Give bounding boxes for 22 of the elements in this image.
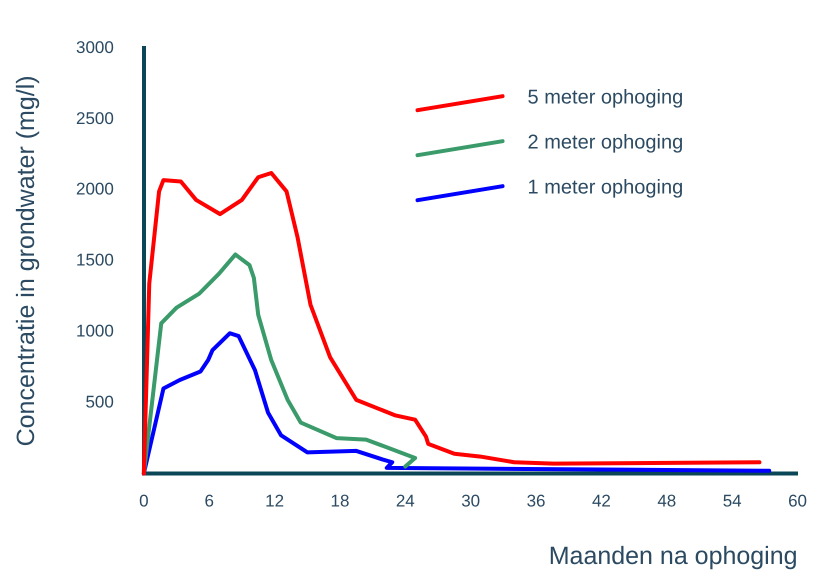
x-tick-label: 0 [139, 491, 149, 510]
y-tick-label: 2000 [76, 180, 114, 199]
x-tick-label: 48 [657, 491, 676, 510]
x-tick-label: 24 [396, 491, 415, 510]
y-axis-title: Concentratie in grondwater (mg/l) [12, 75, 40, 446]
x-tick-label: 6 [204, 491, 214, 510]
y-tick-label: 500 [85, 392, 114, 412]
y-tick-label: 1000 [76, 321, 114, 340]
x-tick-label: 60 [788, 491, 808, 510]
x-tick-label: 36 [526, 491, 546, 510]
x-tick-label: 54 [722, 491, 742, 510]
x-axis-title: Maanden na ophoging [548, 542, 798, 570]
y-tick-label: 3000 [76, 38, 114, 57]
legend-label: 5 meter ophoging [528, 86, 684, 109]
y-tick-label: 1500 [76, 250, 114, 270]
x-tick-label: 12 [265, 491, 284, 510]
y-tick-label: 2500 [76, 108, 114, 128]
legend-label: 2 meter ophoging [528, 132, 684, 154]
legend-label: 1 meter ophoging [528, 176, 684, 199]
x-tick-label: 30 [461, 491, 480, 510]
x-tick-label: 42 [592, 491, 611, 510]
x-tick-label: 18 [330, 491, 350, 510]
